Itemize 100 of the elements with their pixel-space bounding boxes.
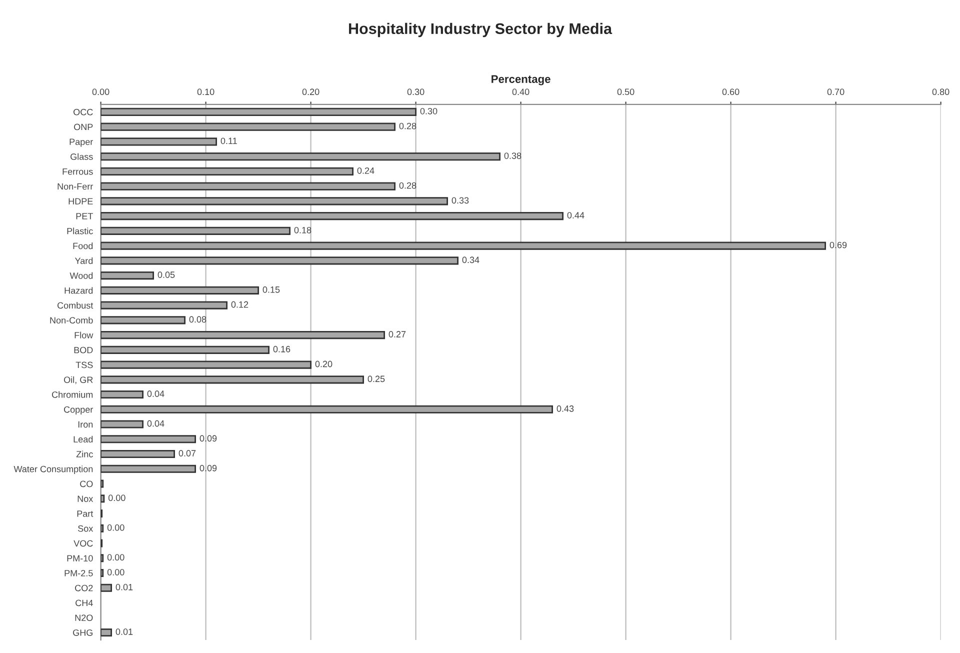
- bar: [100, 167, 354, 176]
- y-tick-label: Hazard: [64, 287, 93, 294]
- x-tick-label: 0.20: [302, 88, 320, 96]
- bar: [100, 108, 416, 116]
- data-label: 0.33: [452, 197, 469, 204]
- data-label: 0.15: [262, 286, 280, 293]
- bar: [100, 301, 228, 310]
- bar: [100, 464, 196, 473]
- bar: [100, 122, 396, 131]
- y-tick-label: Non-Comb: [50, 316, 93, 324]
- data-label: 0.11: [220, 138, 237, 144]
- bar: [100, 568, 104, 578]
- x-tick-label: 0.40: [512, 88, 530, 96]
- y-tick-label: GHG: [73, 629, 92, 636]
- y-tick-label: Nox: [78, 496, 94, 502]
- y-tick-label: CO: [80, 480, 93, 488]
- x-tick-label: 0.30: [407, 88, 424, 96]
- bar: [100, 197, 448, 206]
- data-label: 0.20: [315, 360, 332, 368]
- data-label: 0.00: [107, 569, 124, 576]
- data-label: 0.34: [462, 256, 480, 264]
- y-tick-label: Oil, GR: [64, 376, 93, 384]
- bar: [100, 420, 144, 428]
- data-label: 0.08: [189, 316, 206, 323]
- bar: [100, 480, 104, 488]
- chart-title: Hospitality Industry Sector by Media: [349, 22, 612, 38]
- y-tick-label: Copper: [64, 406, 94, 415]
- data-label: 0.00: [107, 554, 124, 561]
- data-label: 0.44: [567, 212, 584, 218]
- data-label: 0.12: [231, 301, 248, 308]
- data-label: 0.01: [116, 584, 133, 590]
- bar: [100, 450, 175, 458]
- bar: [100, 628, 112, 637]
- bar: [100, 226, 290, 235]
- bar: [100, 494, 105, 503]
- y-tick-label: Non-Ferr: [58, 183, 94, 190]
- bar: [100, 390, 144, 399]
- y-tick-label: Combust: [57, 302, 94, 309]
- bar: [100, 330, 385, 340]
- data-label: 0.28: [399, 122, 416, 130]
- y-tick-label: Water Consumption: [14, 466, 93, 474]
- y-tick-label: Wood: [70, 272, 93, 279]
- y-tick-label: TSS: [76, 362, 93, 368]
- bar: [100, 554, 104, 562]
- y-tick-label: CO2: [75, 584, 93, 592]
- y-tick-label: CH4: [76, 600, 93, 606]
- bar: [100, 316, 186, 324]
- y-tick-label: Plastic: [67, 228, 93, 234]
- data-label: 0.30: [420, 108, 438, 114]
- y-tick-label: HDPE: [68, 198, 93, 204]
- y-tick-label: Ferrous: [62, 168, 93, 175]
- y-tick-label: Paper: [70, 138, 94, 147]
- data-label: 0.04: [147, 420, 164, 427]
- y-tick-label: VOC: [74, 540, 93, 547]
- y-tick-label: Part: [77, 510, 94, 517]
- x-tick-label: 0.00: [92, 88, 110, 96]
- y-tick-label: Glass: [70, 153, 93, 160]
- bar: [100, 242, 826, 250]
- x-axis-title: Percentage: [492, 75, 550, 86]
- y-tick-label: Zinc: [76, 450, 93, 458]
- x-tick-label: 0.60: [722, 88, 740, 96]
- y-tick-label: PET: [76, 213, 93, 220]
- data-label: 0.27: [388, 331, 406, 338]
- bar: [100, 524, 104, 532]
- data-label: 0.28: [399, 182, 416, 189]
- data-label: 0.18: [294, 226, 312, 234]
- y-tick-label: PM-10: [67, 555, 93, 562]
- data-label: 0.00: [107, 524, 124, 531]
- y-tick-label: Flow: [74, 332, 94, 338]
- data-label: 0.09: [200, 435, 217, 442]
- bar: [100, 346, 270, 354]
- bar: [100, 212, 564, 220]
- bar: [100, 138, 217, 146]
- bar: [100, 286, 259, 294]
- data-label: 0.38: [504, 152, 522, 159]
- bar: [100, 152, 500, 161]
- x-tick-label: 0.80: [932, 88, 950, 96]
- y-tick-label: Food: [73, 242, 93, 250]
- x-tick-label: 0.50: [617, 88, 634, 96]
- bar: [100, 360, 312, 369]
- bar: [100, 435, 196, 444]
- y-tick-label: Sox: [78, 525, 94, 532]
- data-label: 0.00: [108, 494, 126, 502]
- y-tick-label: ONP: [74, 124, 93, 130]
- data-label: 0.05: [158, 272, 175, 278]
- data-label: 0.04: [147, 390, 164, 397]
- y-tick-label: OCC: [74, 108, 93, 116]
- data-label: 0.43: [556, 405, 574, 412]
- data-label: 0.16: [273, 346, 290, 352]
- bar: [100, 182, 396, 190]
- bar: [100, 271, 154, 280]
- y-tick-label: Lead: [74, 436, 93, 443]
- bar: [100, 376, 364, 384]
- bar: [100, 256, 458, 265]
- data-label: 0.07: [178, 450, 196, 456]
- x-tick-label: 0.10: [197, 88, 214, 96]
- y-tick-label: Chromium: [52, 391, 93, 398]
- data-label: 0.09: [200, 464, 217, 472]
- y-tick-label: N2O: [75, 614, 93, 621]
- y-tick-label: Iron: [78, 421, 93, 428]
